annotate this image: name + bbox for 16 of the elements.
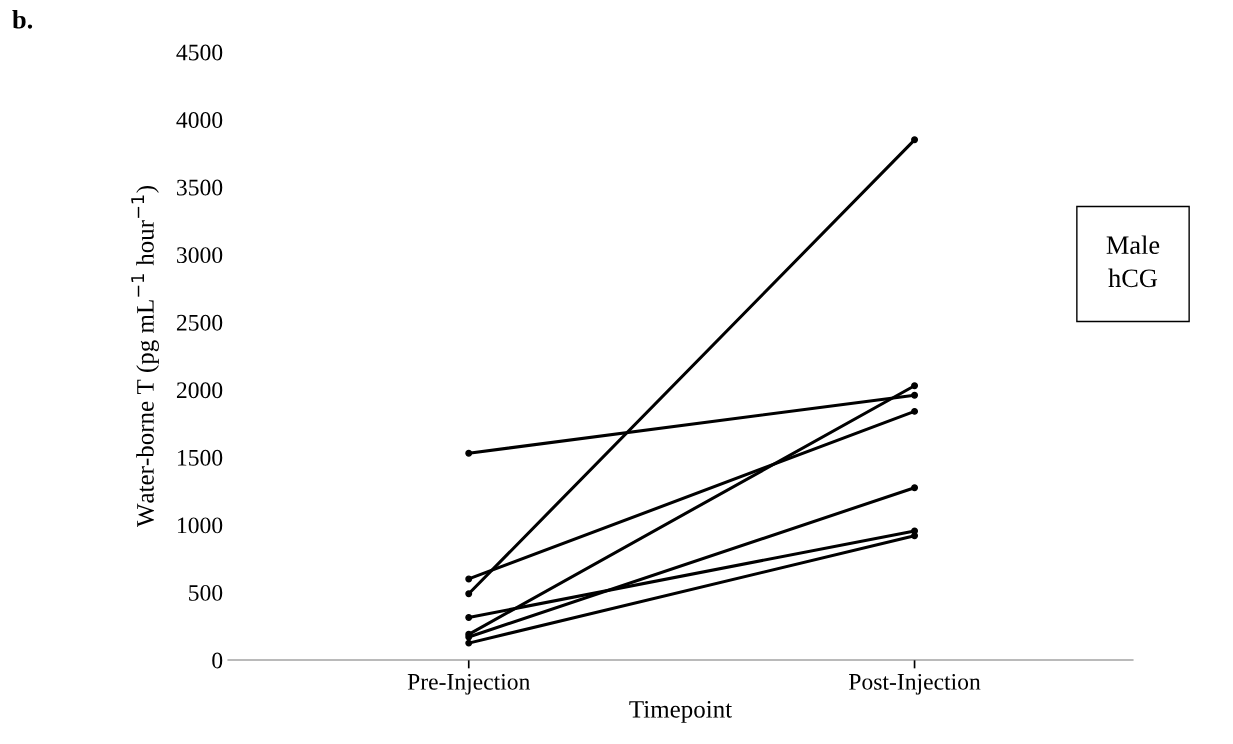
x-axis-title: Timepoint (629, 700, 732, 723)
y-tick-label: 1000 (177, 517, 223, 534)
y-tick-label: 0 (212, 652, 223, 669)
y-tick-label: 3500 (177, 179, 223, 196)
x-tick-label: Pre-Injection (407, 673, 531, 695)
y-tick-label: 1500 (177, 449, 223, 466)
y-axis-title: Water-borne T (pg mL$^{−1}$ hour$^{−1}$) (131, 186, 159, 528)
y-tick-label: 3000 (177, 247, 223, 264)
y-tick-label: 4000 (176, 112, 223, 128)
annotation: Male hCG (1106, 235, 1160, 288)
y-tick-label: 2000 (176, 382, 223, 399)
y-tick-label: 2500 (176, 314, 223, 331)
text: b. (12, 10, 33, 29)
y-tick-label: 4500 (176, 44, 223, 61)
x-tick-label: Post-Injection (849, 673, 981, 695)
y-tick-label: 500 (189, 584, 223, 601)
